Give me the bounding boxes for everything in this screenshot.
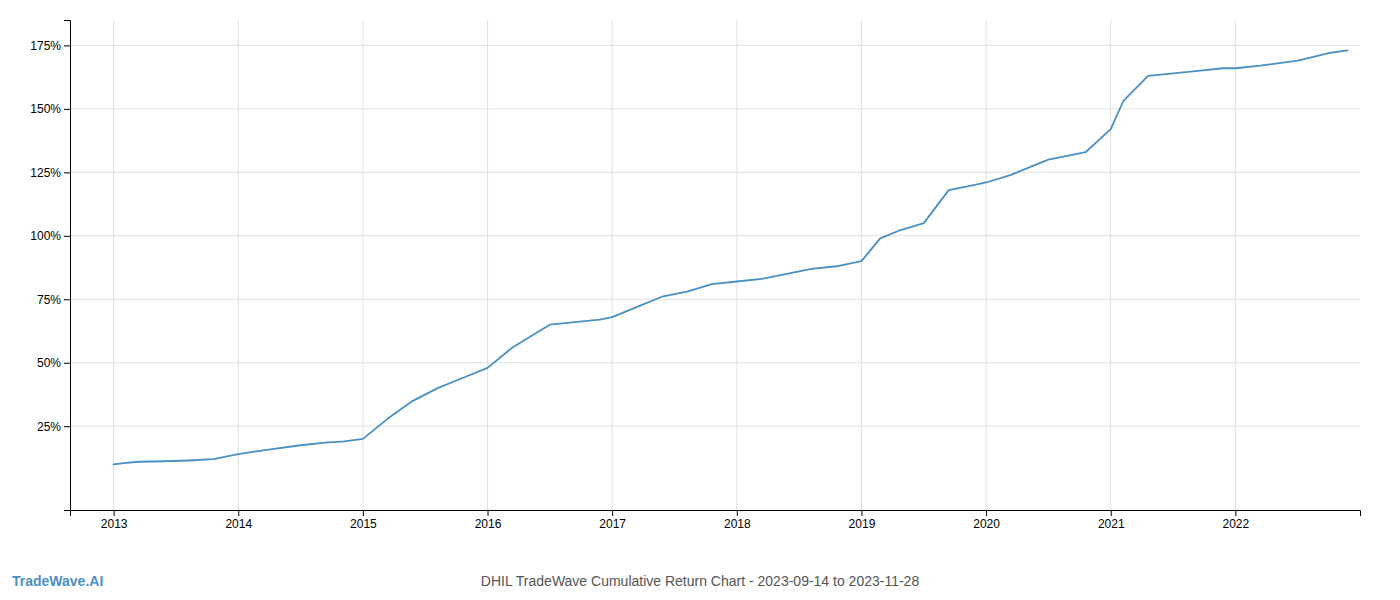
y-tick: 75% <box>37 293 70 307</box>
x-tick-mark <box>1235 510 1236 516</box>
grid-line-y <box>70 45 1360 46</box>
grid-line-x <box>861 20 862 510</box>
x-tick: 2020 <box>973 510 1000 531</box>
x-tick-mark <box>737 510 738 516</box>
x-tick: 2014 <box>225 510 252 531</box>
y-tick-label: 100% <box>30 229 61 243</box>
grid-line-x <box>612 20 613 510</box>
y-tick: 175% <box>30 39 70 53</box>
watermark: TradeWave.AI <box>12 573 103 589</box>
x-tick: 2013 <box>101 510 128 531</box>
y-tick-label: 25% <box>37 420 61 434</box>
x-tick: 2016 <box>475 510 502 531</box>
x-tick: 2015 <box>350 510 377 531</box>
grid-line-y <box>70 299 1360 300</box>
x-tick-label: 2019 <box>849 517 876 531</box>
x-tick-label: 2020 <box>973 517 1000 531</box>
x-tick-mark <box>238 510 239 516</box>
y-tick: 150% <box>30 102 70 116</box>
y-tick-label: 175% <box>30 39 61 53</box>
x-tick-label: 2014 <box>225 517 252 531</box>
x-axis: 2013 2014 2015 2016 2017 2018 2019 2020 2021 2022 <box>71 510 1361 531</box>
grid-line-x <box>238 20 239 510</box>
y-tick-label: 125% <box>30 166 61 180</box>
y-axis-line <box>64 21 71 511</box>
grid-line-y <box>70 362 1360 363</box>
grid-line-x <box>1110 20 1111 510</box>
y-tick-mark <box>64 236 70 237</box>
chart: 2013 2014 2015 2016 2017 2018 2019 2020 2021 2022… <box>0 0 1400 600</box>
x-tick-mark <box>1111 510 1112 516</box>
grid-line-x <box>1235 20 1236 510</box>
y-tick: 25% <box>37 420 70 434</box>
grid-line-y <box>70 235 1360 236</box>
x-tick: 2017 <box>599 510 626 531</box>
y-tick-mark <box>64 299 70 300</box>
x-tick-label: 2016 <box>475 517 502 531</box>
x-tick-mark <box>114 510 115 516</box>
grid-line-y <box>70 426 1360 427</box>
x-axis-line <box>71 511 1361 517</box>
grid <box>70 20 1360 510</box>
x-tick-mark <box>986 510 987 516</box>
grid-line-x <box>986 20 987 510</box>
y-axis: 25% 50% 75% 100% 125% 150% 175% <box>30 21 70 511</box>
x-tick-label: 2021 <box>1098 517 1125 531</box>
y-tick-mark <box>64 426 70 427</box>
x-tick: 2022 <box>1223 510 1250 531</box>
x-tick-label: 2022 <box>1223 517 1250 531</box>
plot-area <box>114 50 1348 464</box>
grid-line-x <box>113 20 114 510</box>
y-tick-label: 75% <box>37 293 61 307</box>
y-tick-mark <box>64 172 70 173</box>
y-tick-mark <box>64 109 70 110</box>
data-line <box>114 50 1348 464</box>
y-tick: 125% <box>30 166 70 180</box>
grid-line-y <box>70 108 1360 109</box>
x-tick-label: 2013 <box>101 517 128 531</box>
grid-line-y <box>70 172 1360 173</box>
x-tick-mark <box>612 510 613 516</box>
x-tick-mark <box>488 510 489 516</box>
grid-line-x <box>487 20 488 510</box>
y-tick: 100% <box>30 229 70 243</box>
y-tick: 50% <box>37 356 70 370</box>
x-tick-label: 2015 <box>350 517 377 531</box>
y-tick-mark <box>64 363 70 364</box>
x-tick: 2019 <box>849 510 876 531</box>
x-tick-mark <box>861 510 862 516</box>
x-tick-label: 2017 <box>599 517 626 531</box>
title: DHIL TradeWave Cumulative Return Chart -… <box>481 573 920 589</box>
grid-line-x <box>736 20 737 510</box>
y-tick-mark <box>64 45 70 46</box>
y-tick-label: 150% <box>30 102 61 116</box>
x-tick-mark <box>363 510 364 516</box>
y-tick-label: 50% <box>37 356 61 370</box>
x-tick-label: 2018 <box>724 517 751 531</box>
x-tick: 2021 <box>1098 510 1125 531</box>
x-tick: 2018 <box>724 510 751 531</box>
grid-line-x <box>362 20 363 510</box>
